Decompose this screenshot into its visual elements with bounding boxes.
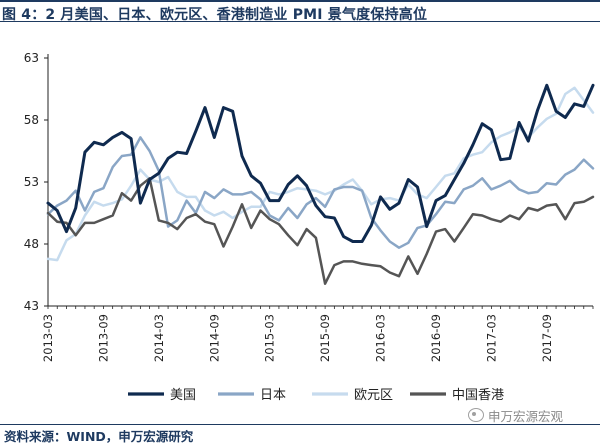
x-tick-label: 2013-03 <box>41 314 55 362</box>
legend-label: 中国香港 <box>452 388 504 403</box>
y-tick-label: 43 <box>24 299 39 313</box>
legend-label: 欧元区 <box>354 388 393 403</box>
x-tick-label: 2015-09 <box>318 314 332 362</box>
x-tick-label: 2015-03 <box>263 314 277 362</box>
x-tick-label: 2013-09 <box>96 314 110 362</box>
legend-label: 日本 <box>260 388 286 403</box>
title-bar: 图 4：2 月美国、日本、欧元区、香港制造业 PMI 景气度保持高位 <box>0 0 600 23</box>
x-tick-label: 2014-09 <box>207 314 221 362</box>
figure-title: 图 4：2 月美国、日本、欧元区、香港制造业 PMI 景气度保持高位 <box>2 7 428 23</box>
x-tick-label: 2016-09 <box>429 314 443 362</box>
series-line-1 <box>46 136 595 249</box>
y-tick-label: 48 <box>24 237 39 251</box>
watermark: 申万宏源宏观 <box>468 405 596 425</box>
x-tick-label: 2014-03 <box>152 314 166 362</box>
wechat-icon <box>468 408 484 422</box>
watermark-text: 申万宏源宏观 <box>488 408 564 424</box>
x-tick-label: 2016-03 <box>374 314 388 362</box>
x-tick-label: 2017-09 <box>540 314 554 362</box>
source-note: 资料来源：WIND，申万宏源研究 <box>4 429 194 444</box>
x-tick-label: 2017-03 <box>484 314 498 362</box>
series-line-3 <box>46 177 595 285</box>
series-line-0 <box>46 83 595 243</box>
y-tick-label: 53 <box>24 175 39 189</box>
y-tick-label: 63 <box>24 51 39 65</box>
divider <box>0 424 600 425</box>
series-line-2 <box>46 86 595 262</box>
legend-label: 美国 <box>170 388 196 403</box>
y-tick-label: 58 <box>24 113 39 127</box>
